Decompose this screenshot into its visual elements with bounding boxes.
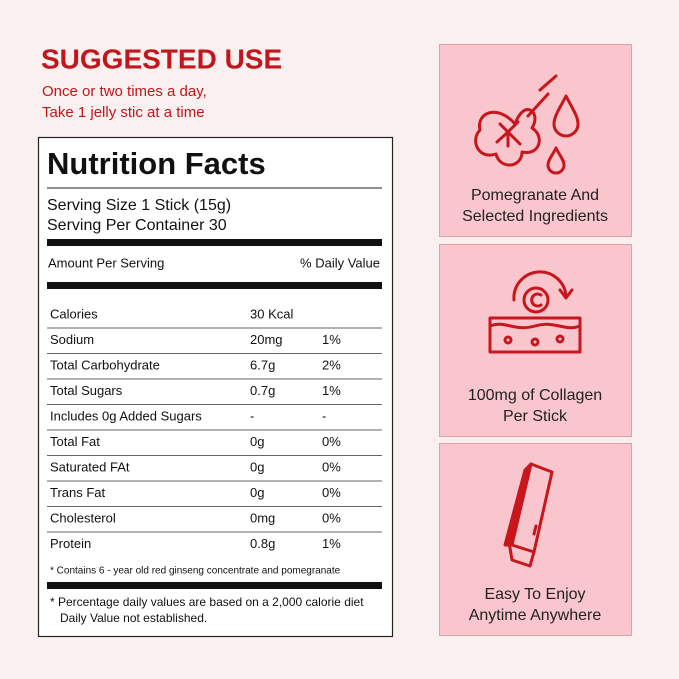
- nutrient-name: Total Sugars: [50, 383, 123, 398]
- daily-value: 1%: [322, 383, 341, 398]
- thick-rule: [47, 582, 382, 589]
- nutrient-name: Cholesterol: [50, 510, 116, 525]
- usage-line: Once or two times a day,: [42, 83, 207, 100]
- thick-rule: [47, 239, 382, 246]
- nutrient-amount: 0g: [250, 459, 264, 474]
- daily-value: 0%: [322, 434, 341, 449]
- nutrient-amount: 20mg: [250, 332, 283, 347]
- nutrient-name: Trans Fat: [50, 485, 106, 500]
- nutrient-name: Sodium: [50, 332, 94, 347]
- footnote: * Contains 6 - year old red ginseng conc…: [50, 566, 341, 577]
- dv-header: % Daily Value: [300, 255, 380, 270]
- nutrient-name: Total Fat: [50, 434, 100, 449]
- feature-text: Easy To Enjoy: [484, 586, 585, 603]
- nutrient-name: Total Carbohydrate: [50, 357, 160, 372]
- nutrient-name: Saturated FAt: [50, 459, 130, 474]
- daily-value: 0%: [322, 510, 341, 525]
- nutrient-amount: 0g: [250, 434, 264, 449]
- section-title: SUGGESTED USE: [41, 43, 282, 74]
- nutrient-amount: 0mg: [250, 510, 275, 525]
- feature-text: Selected Ingredients: [462, 208, 608, 225]
- collagen-icon: [488, 270, 582, 354]
- serving-size: Serving Size 1 Stick (15g): [47, 197, 231, 214]
- feature-text: Anytime Anywhere: [469, 607, 602, 624]
- feature-text: Pomegranate And: [471, 187, 599, 204]
- daily-value: 1%: [322, 536, 341, 551]
- daily-value: 2%: [322, 357, 341, 372]
- feature-text: 100mg of Collagen: [468, 387, 602, 404]
- stick-icon: [503, 462, 554, 568]
- feature-text: Per Stick: [503, 408, 568, 425]
- nutrient-amount: 0.7g: [250, 383, 275, 398]
- nutrient-amount: 0g: [250, 485, 264, 500]
- nutrient-amount: 0.8g: [250, 536, 275, 551]
- daily-value: 0%: [322, 485, 341, 500]
- servings: Serving Per Container 30: [47, 217, 227, 234]
- thick-rule: [47, 282, 382, 289]
- nutrient-name: Calories: [50, 306, 98, 321]
- daily-value: -: [322, 408, 326, 423]
- feature-card: [439, 44, 632, 237]
- nutrition-title: Nutrition Facts: [47, 146, 266, 181]
- nutrient-amount: 30 Kcal: [250, 306, 293, 321]
- usage-line: Take 1 jelly stic at a time: [42, 104, 205, 121]
- nutrient-amount: 6.7g: [250, 357, 275, 372]
- daily-value: 0%: [322, 459, 341, 474]
- nutrition-rows: Calories 30 Kcal Sodium 20mg 1% Total Carbohy…: [47, 306, 382, 551]
- nutrient-name: Protein: [50, 536, 91, 551]
- note: Daily Value not established.: [60, 611, 207, 625]
- nutrient-amount: -: [250, 408, 254, 423]
- nutrition-box: [37, 136, 394, 638]
- note: * Percentage daily values are based on a…: [50, 595, 364, 609]
- daily-value: 1%: [322, 332, 341, 347]
- flower-icon: [474, 74, 580, 175]
- amount-header: Amount Per Serving: [48, 255, 164, 270]
- nutrient-name: Includes 0g Added Sugars: [50, 408, 202, 423]
